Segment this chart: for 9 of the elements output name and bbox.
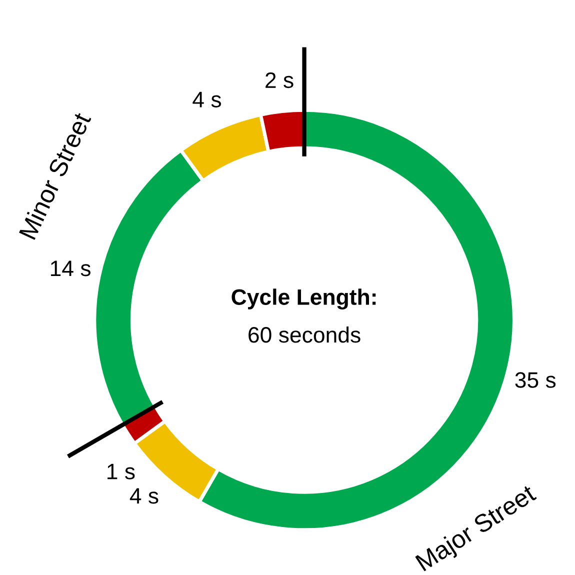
data-label: 1 s [108,464,135,480]
data-label: 35 s [515,372,556,388]
data-label: 14 s [50,260,90,276]
data-label: 4 s [130,488,158,504]
text: Minor Street [18,110,92,240]
data-label: 4 s [192,92,222,108]
text: Cycle Length: [232,288,376,310]
text: 60 seconds [248,326,360,343]
data-label: 2 s [266,72,294,88]
